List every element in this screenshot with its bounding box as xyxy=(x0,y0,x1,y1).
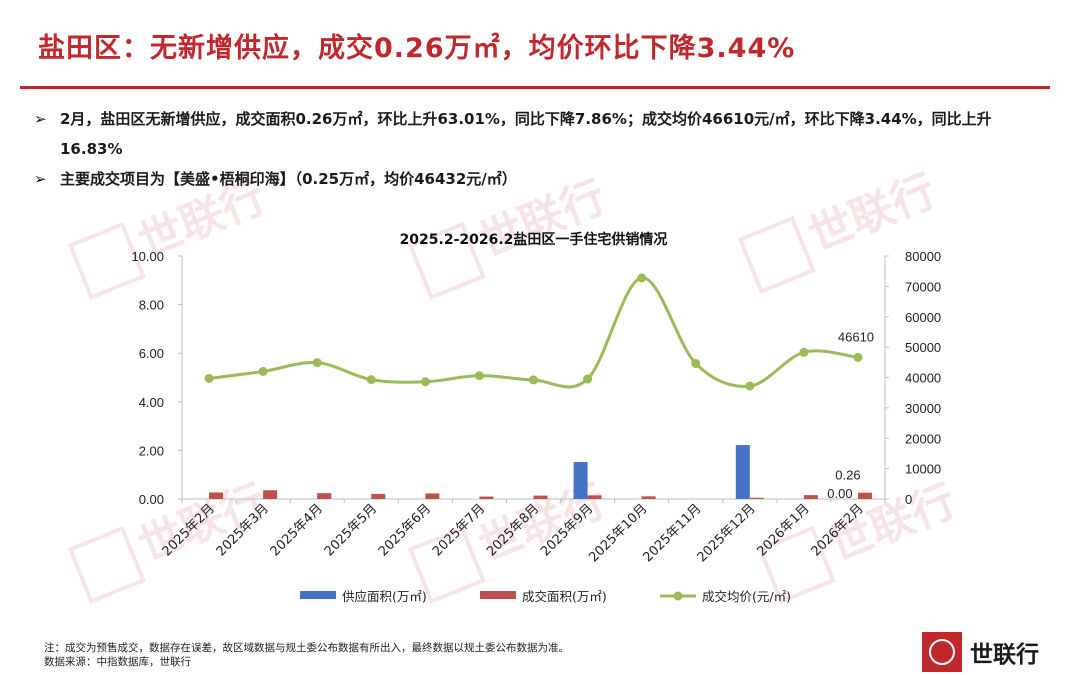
avg-price-point xyxy=(312,358,322,368)
sales-bar xyxy=(479,496,494,499)
sales-bar xyxy=(263,490,278,499)
legend-label: 供应面积(万㎡) xyxy=(342,589,427,604)
legend-label: 成交均价(元/㎡) xyxy=(702,589,791,604)
legend-swatch xyxy=(480,591,516,599)
x-tick-label: 2025年2月 xyxy=(160,501,218,559)
data-label: 46610 xyxy=(838,329,874,344)
x-tick-label: 2025年8月 xyxy=(484,501,542,559)
bullet-item: ➢ 2月，盐田区无新增供应，成交面积0.26万㎡，环比上升63.01%，同比下降… xyxy=(34,104,1024,164)
shilianhang-logo-icon xyxy=(922,632,962,672)
x-tick-label: 2025年5月 xyxy=(322,501,380,559)
bullet-item: ➢ 主要成交项目为【美盛•梧桐印海】（0.25万㎡，均价46432元/㎡） xyxy=(34,164,1024,194)
avg-price-point xyxy=(691,359,701,369)
sales-bar xyxy=(587,495,602,499)
y-right-tick-label: 80000 xyxy=(905,249,941,264)
y-left-tick-label: 4.00 xyxy=(139,395,164,410)
arrow-bullet-icon: ➢ xyxy=(34,170,47,188)
x-tick-label: 2025年6月 xyxy=(376,501,434,559)
sales-bar xyxy=(749,497,764,499)
avg-price-point xyxy=(258,366,268,376)
sales-bar xyxy=(641,496,656,499)
y-right-tick-label: 40000 xyxy=(905,371,941,386)
supply-bar xyxy=(573,462,588,499)
avg-price-point xyxy=(853,352,863,362)
x-tick-label: 2026年2月 xyxy=(809,501,867,559)
y-right-tick-label: 20000 xyxy=(905,431,941,446)
supply-sales-chart: 2025.2-2026.2盐田区一手住宅供销情况 0.00 2.00 4.00 6.00… xyxy=(131,231,941,604)
avg-price-point xyxy=(204,373,214,383)
y-left-tick-label: 8.00 xyxy=(139,298,164,313)
legend-swatch xyxy=(300,591,336,599)
y-right-tick-label: 0 xyxy=(905,492,912,507)
bullet-text: 主要成交项目为【美盛•梧桐印海】（0.25万㎡，均价46432元/㎡） xyxy=(60,170,517,188)
y-right-tick-label: 30000 xyxy=(905,401,941,416)
footnote-source: 数据来源：中指数据库，世联行 xyxy=(44,656,191,668)
footnote: 注：成交为预售成交，数据存在误差，故区域数据与规土委公布数据有所出入，最终数据以… xyxy=(44,641,569,669)
bullet-text: 2月，盐田区无新增供应，成交面积0.26万㎡，环比上升63.01%，同比下降7.… xyxy=(60,110,992,158)
sales-bar xyxy=(317,493,332,499)
legend-marker xyxy=(673,591,683,601)
title-divider xyxy=(20,86,1050,89)
avg-price-line xyxy=(208,276,859,389)
y-right-tick-label: 50000 xyxy=(905,340,941,355)
y-right-tick-label: 60000 xyxy=(905,310,941,325)
data-label: 0.00 xyxy=(827,486,852,501)
avg-price-point xyxy=(366,375,376,385)
sales-bar xyxy=(209,492,224,499)
sales-bar xyxy=(371,493,386,499)
x-tick-label: 2025年7月 xyxy=(430,501,488,559)
data-label: 0.26 xyxy=(835,468,860,483)
brand-logo: 世联行 xyxy=(922,632,1039,672)
supply-bar xyxy=(735,445,750,499)
y-left-tick-label: 10.00 xyxy=(131,249,164,264)
y-left-tick-label: 6.00 xyxy=(139,346,164,361)
page-title: 盐田区：无新增供应，成交0.26万㎡，均价环比下降3.44% xyxy=(38,33,796,64)
sales-bar xyxy=(425,493,440,499)
avg-price-point xyxy=(529,375,538,385)
x-tick-label: 2025年12月 xyxy=(695,501,759,565)
avg-price-point xyxy=(420,377,430,387)
avg-price-point xyxy=(474,371,484,381)
arrow-bullet-icon: ➢ xyxy=(34,110,47,128)
y-left-tick-label: 2.00 xyxy=(139,443,164,458)
x-tick-label: 2026年1月 xyxy=(754,501,812,559)
avg-price-point xyxy=(799,347,809,357)
y-left-tick-label: 0.00 xyxy=(139,492,164,507)
sales-bar xyxy=(803,495,818,499)
brand-name: 世联行 xyxy=(970,642,1039,668)
summary-bullets: ➢ 2月，盐田区无新增供应，成交面积0.26万㎡，环比上升63.01%，同比下降… xyxy=(34,104,1024,194)
legend-label: 成交面积(万㎡) xyxy=(522,589,607,604)
sales-bar xyxy=(857,492,872,499)
chart-title: 2025.2-2026.2盐田区一手住宅供销情况 xyxy=(400,231,668,248)
y-right-tick-label: 70000 xyxy=(905,279,941,294)
avg-price-point xyxy=(637,273,647,283)
avg-price-point xyxy=(583,374,593,384)
y-right-tick-label: 10000 xyxy=(905,462,941,477)
x-tick-label: 2025年4月 xyxy=(268,501,326,559)
x-tick-label: 2025年3月 xyxy=(214,501,272,559)
footnote-note: 注：成交为预售成交，数据存在误差，故区域数据与规土委公布数据有所出入，最终数据以… xyxy=(44,642,569,654)
x-tick-label: 2025年9月 xyxy=(538,501,596,559)
sales-bar xyxy=(533,495,548,499)
avg-price-point xyxy=(745,381,755,391)
